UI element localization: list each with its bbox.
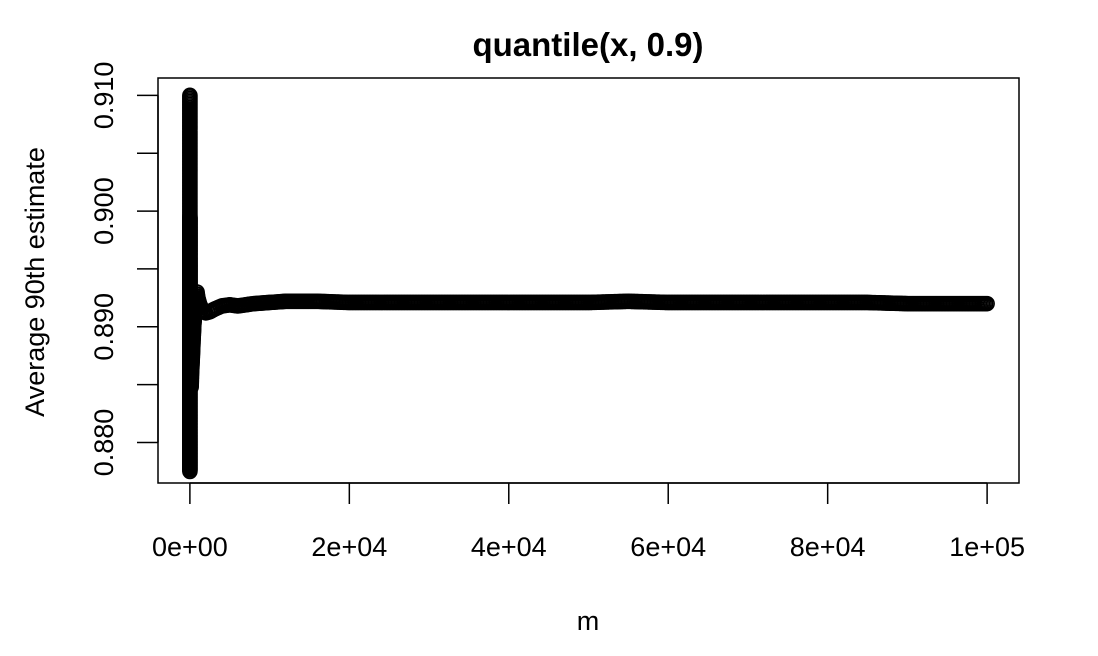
y-tick-label: 0.890 [89,293,119,361]
data-point [620,293,637,310]
data-point [580,294,597,311]
data-point [189,284,205,300]
x-tick-label: 0e+00 [152,532,228,562]
data-point [221,296,238,313]
data-point [293,293,310,310]
data-point [182,249,198,266]
data-point [237,296,254,313]
data-point [182,272,198,289]
y-tick-label: 0.880 [89,409,119,477]
x-axis: 0e+00 2e+04 4e+04 6e+04 8e+04 1e+05 [152,482,1025,562]
data-point [859,294,876,311]
data-point [182,463,198,480]
data-point [183,379,199,395]
chart-title: quantile(x, 0.9) [472,26,703,63]
y-axis: 0.880 0.890 0.900 0.910 [89,62,159,477]
x-tick-label: 1e+05 [949,532,1025,562]
plot-frame [157,77,1020,484]
data-point [182,255,198,271]
data-point [206,301,222,318]
data-point [182,243,198,260]
x-tick-label: 8e+04 [790,532,866,562]
data-point [184,351,201,367]
data-point [660,294,677,311]
data-point [186,316,202,333]
data-point [213,298,230,314]
x-tick-label: 4e+04 [471,532,547,562]
data-point [182,240,198,256]
data-point [939,295,956,312]
data-point [819,294,836,311]
data-point [185,332,201,349]
data-point [309,293,326,310]
data-point [261,294,278,311]
data-point [780,294,796,311]
y-axis-label: Average 90th estimate [20,147,50,417]
data-point [740,294,756,311]
y-tick-label: 0.910 [89,62,119,130]
data-point [461,294,477,311]
data-point [184,342,201,358]
data-point [184,359,200,376]
x-tick-label: 6e+04 [630,532,706,562]
data-points [182,87,995,480]
x-tick-label: 2e+04 [311,532,387,562]
data-point [245,295,262,312]
data-point [277,293,294,310]
data-point [421,294,437,311]
data-point [979,295,995,312]
y-tick-label: 0.900 [89,177,119,245]
data-point [229,298,246,314]
data-point [700,294,716,311]
data-point [899,295,916,312]
data-point [500,294,517,311]
data-point [182,209,198,225]
data-point [381,294,397,311]
data-point [182,266,198,283]
data-point [540,294,557,311]
data-point [190,290,206,306]
x-axis-label: m [577,606,600,636]
data-point [194,301,210,318]
data-point [183,374,200,391]
data-point [183,367,200,384]
data-point [185,324,202,341]
data-point [182,87,198,104]
data-point [341,294,358,311]
